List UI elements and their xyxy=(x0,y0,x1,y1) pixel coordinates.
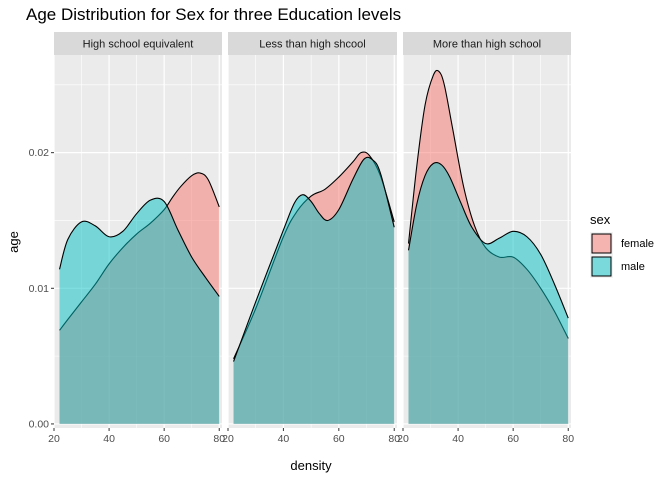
x-tick-label: 40 xyxy=(103,433,115,445)
x-tick-label: 80 xyxy=(213,433,225,445)
y-axis-title: age xyxy=(6,231,21,253)
facets: High school equivalent 20 40 60 80 0.00 0.01 0.… xyxy=(29,32,574,445)
x-tick-label: 60 xyxy=(158,433,170,445)
legend: sex female male xyxy=(590,212,654,278)
density-line-male xyxy=(58,197,220,297)
x-tick-label: 20 xyxy=(48,433,60,445)
legend-swatch-male xyxy=(591,256,612,277)
x-tick-label: 60 xyxy=(507,433,519,445)
chart-title: Age Distribution for Sex for three Educa… xyxy=(26,5,401,24)
x-tick-label: 60 xyxy=(333,433,345,445)
facet-strip-label: High school equivalent xyxy=(83,39,194,51)
x-tick-label: 80 xyxy=(562,433,574,445)
x-tick-label: 20 xyxy=(222,433,234,445)
facet-panel: High school equivalent 20 40 60 80 0.00 0.01 0.… xyxy=(29,32,225,445)
legend-entries: female male xyxy=(590,232,654,278)
y-tick-label: 0.02 xyxy=(29,147,50,159)
density-area-male xyxy=(233,157,395,424)
facet-strip-label: More than high school xyxy=(433,39,541,51)
legend-label: female xyxy=(621,238,654,250)
x-tick-label: 20 xyxy=(397,433,409,445)
x-tick-label: 40 xyxy=(452,433,464,445)
legend-entry-male: male xyxy=(590,255,645,278)
legend-label: male xyxy=(621,261,645,273)
facet-strip xyxy=(403,32,571,55)
legend-entry-female: female xyxy=(590,232,654,255)
y-tick-label: 0.00 xyxy=(29,418,50,430)
facet-panel: Less than high shcool 20 40 60 80 xyxy=(222,32,400,445)
x-tick-label: 80 xyxy=(388,433,400,445)
facet-strip xyxy=(228,32,397,55)
density-line-male xyxy=(233,156,395,362)
x-axis-title: density xyxy=(290,458,332,473)
y-tick-label: 0.01 xyxy=(29,283,50,295)
x-tick-label: 40 xyxy=(278,433,290,445)
facet-strip xyxy=(54,32,222,55)
legend-swatch-female xyxy=(591,233,612,254)
facet-strip-label: Less than high shcool xyxy=(259,39,365,51)
facet-panel: More than high school 20 40 60 80 xyxy=(397,32,574,445)
density-area-male xyxy=(59,198,220,424)
legend-title: sex xyxy=(590,212,611,227)
density-area-male xyxy=(408,162,569,424)
density-line-male xyxy=(407,161,569,319)
